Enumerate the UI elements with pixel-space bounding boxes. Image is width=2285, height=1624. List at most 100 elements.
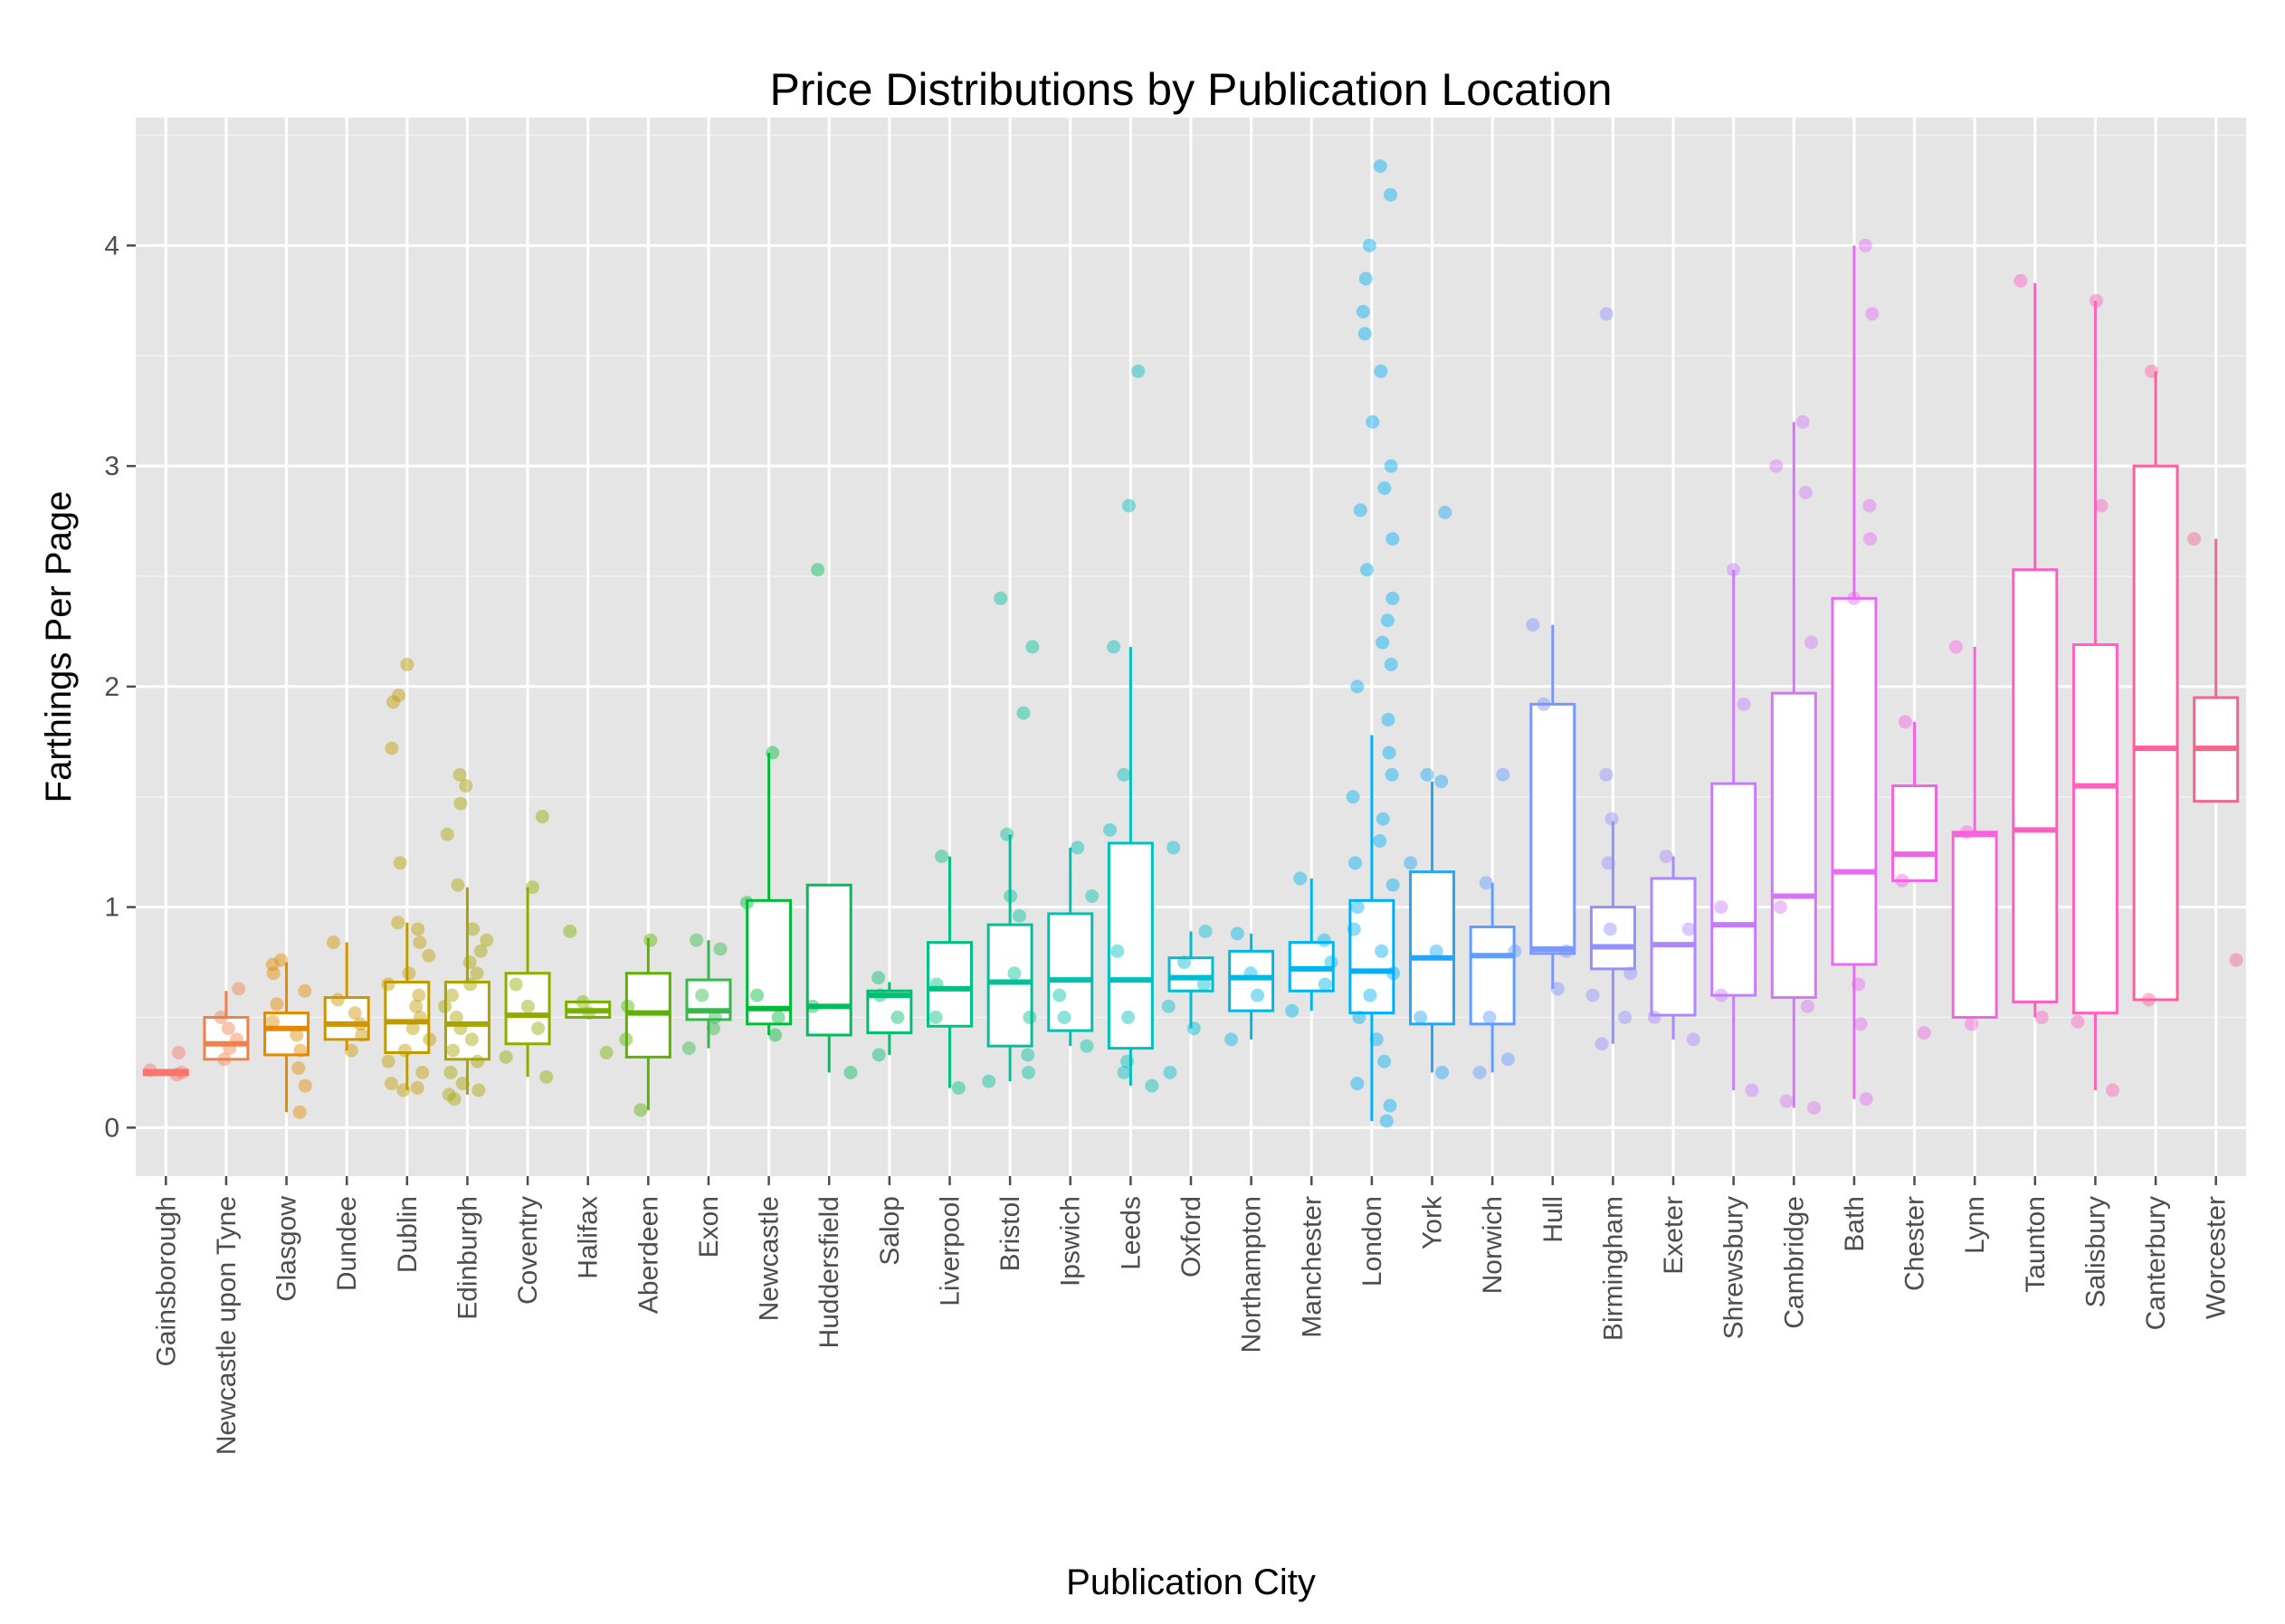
data-point <box>535 810 549 824</box>
data-point <box>443 1065 458 1079</box>
box-iqr <box>263 1011 310 1057</box>
box-iqr <box>1831 596 1878 966</box>
data-point <box>1599 767 1614 782</box>
data-point <box>381 977 395 992</box>
box-oxford <box>1167 931 1214 1029</box>
data-point <box>1016 706 1031 720</box>
data-point <box>1145 1078 1159 1093</box>
box-edinburgh <box>443 887 490 1095</box>
data-point <box>690 933 704 947</box>
data-point <box>1376 812 1390 826</box>
data-point <box>1965 1017 1979 1031</box>
data-point <box>531 1021 546 1036</box>
x-tick-label: Newcastle <box>755 1196 785 1321</box>
data-point <box>1386 966 1401 981</box>
data-point <box>633 1103 648 1117</box>
x-tick-label: Oxford <box>1176 1196 1206 1277</box>
data-point <box>449 1011 463 1024</box>
data-point <box>1110 944 1125 958</box>
data-point <box>1526 618 1540 632</box>
data-point <box>1472 1065 1487 1079</box>
data-point <box>442 1087 456 1102</box>
data-point <box>217 1052 232 1067</box>
box-iqr <box>323 996 370 1041</box>
box-bristol <box>986 834 1033 1082</box>
x-tick-label: Birmingham <box>1598 1196 1628 1341</box>
data-point <box>1599 307 1614 321</box>
data-point <box>1508 944 1522 958</box>
data-point <box>1375 944 1389 958</box>
x-tick-label: Shrewsbury <box>1719 1196 1749 1339</box>
data-point <box>1898 715 1912 729</box>
data-point <box>1804 635 1819 650</box>
data-point <box>2145 364 2159 378</box>
data-point <box>1356 305 1370 318</box>
points-birmingham <box>1585 307 1638 1051</box>
box-series-group <box>142 245 2240 1122</box>
y-tick-label: 4 <box>104 231 119 261</box>
data-point <box>695 988 709 1002</box>
data-point <box>1161 999 1176 1013</box>
x-tick-label: Taunton <box>2021 1196 2051 1293</box>
data-point <box>471 1054 485 1068</box>
data-point <box>750 988 765 1002</box>
data-point <box>290 1028 304 1042</box>
data-point <box>994 591 1008 605</box>
x-tick-label: London <box>1357 1196 1387 1287</box>
box-newcastle <box>746 753 793 1035</box>
x-tick-label: Manchester <box>1297 1196 1327 1338</box>
data-point <box>1798 485 1813 499</box>
data-point <box>265 1014 280 1029</box>
data-point <box>599 1046 614 1059</box>
data-point <box>1559 944 1574 958</box>
data-point <box>706 1021 720 1036</box>
data-point <box>223 1041 237 1056</box>
points-halifax <box>563 924 614 1059</box>
box-exeter <box>1650 856 1697 1040</box>
data-point <box>739 896 754 910</box>
box-glasgow <box>263 962 310 1113</box>
data-point <box>1500 1052 1515 1067</box>
data-point <box>1895 873 1909 888</box>
data-point <box>1618 1011 1633 1024</box>
x-tick-label: Huddersfield <box>814 1196 844 1348</box>
x-tick-label: Leeds <box>1116 1196 1146 1270</box>
data-point <box>1369 1032 1384 1047</box>
data-point <box>422 948 436 963</box>
points-salop <box>871 971 905 1062</box>
data-point <box>1429 944 1443 958</box>
data-point <box>1438 505 1452 519</box>
chart-title: Price Distributions by Publication Locat… <box>769 64 1612 115</box>
box-iqr <box>2012 568 2059 1003</box>
data-point <box>1383 1098 1397 1113</box>
data-point <box>384 1077 398 1091</box>
points-exeter <box>1647 850 1700 1047</box>
box-ipswich <box>1047 847 1094 1047</box>
data-point <box>1737 697 1751 711</box>
data-point <box>1404 856 1418 870</box>
data-point <box>2094 499 2109 513</box>
data-point <box>1863 532 1878 546</box>
x-tick-label: Northampton <box>1237 1196 1267 1353</box>
data-point <box>1224 1032 1239 1047</box>
box-iqr <box>685 978 732 1021</box>
data-point <box>214 1011 228 1024</box>
data-point <box>713 942 728 956</box>
data-point <box>1012 908 1026 923</box>
data-point <box>1847 591 1861 605</box>
data-point <box>1479 876 1493 890</box>
points-salisbury <box>2071 293 2120 1097</box>
data-point <box>143 1063 157 1078</box>
data-point <box>1550 982 1565 996</box>
data-point <box>1163 1065 1177 1079</box>
data-point <box>230 1032 244 1047</box>
data-point <box>221 1021 235 1036</box>
points-dublin <box>381 658 437 1097</box>
x-axis: Gainsborough Newcastle upon Tyne Glasgow Du… <box>151 1176 2232 1455</box>
x-tick-label: Hull <box>1538 1196 1568 1243</box>
x-tick-label: Glasgow <box>272 1196 302 1302</box>
data-point <box>1021 1065 1035 1079</box>
data-point <box>1085 888 1100 903</box>
data-point <box>1420 767 1434 782</box>
data-point <box>935 850 949 864</box>
